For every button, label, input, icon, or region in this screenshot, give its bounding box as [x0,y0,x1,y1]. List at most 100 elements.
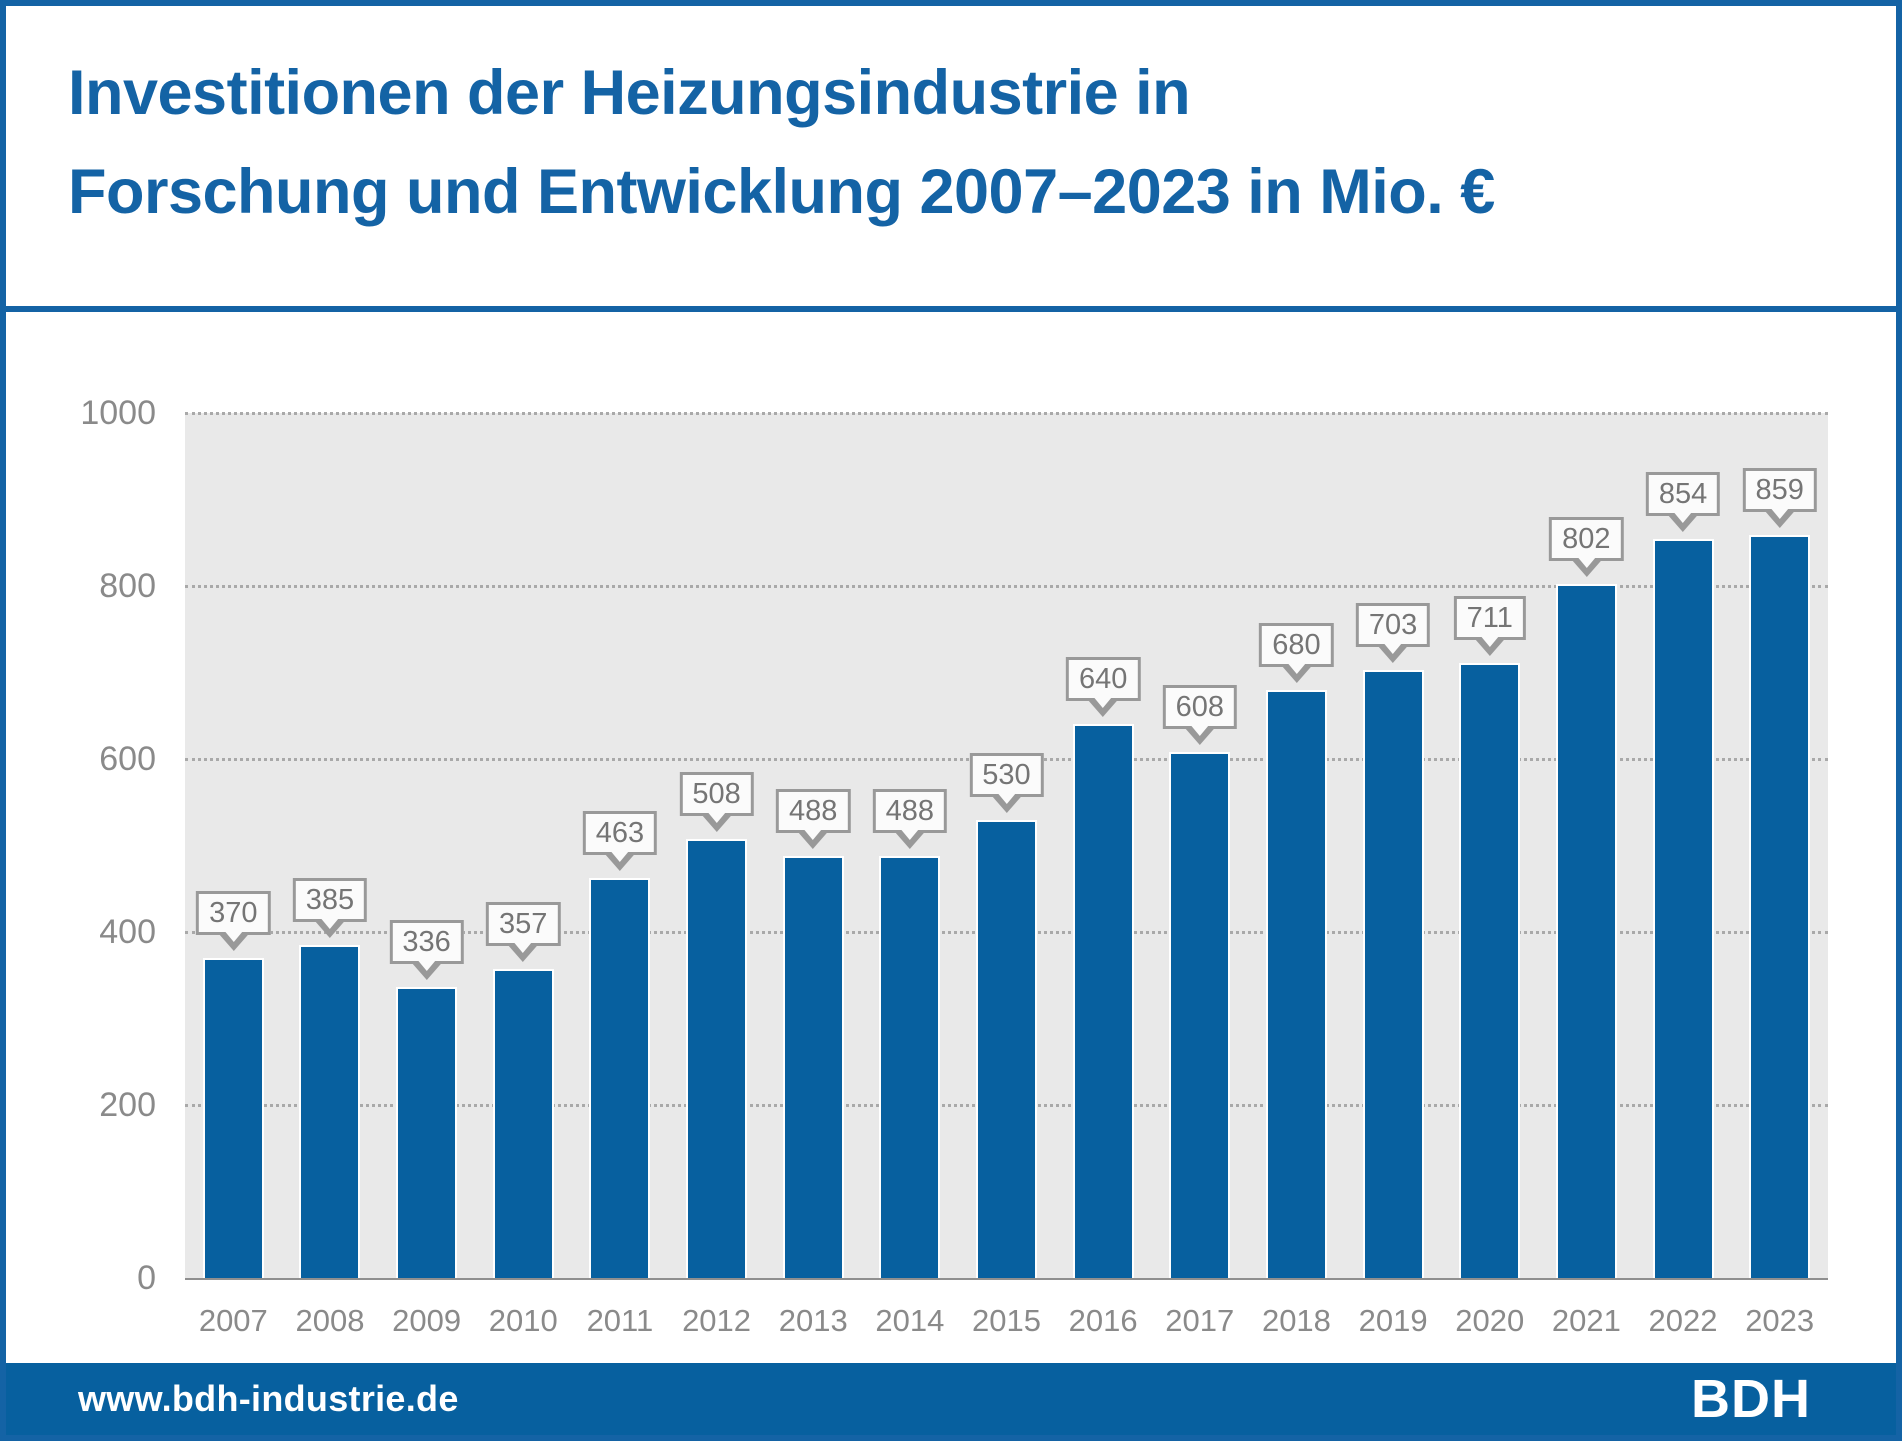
bar-2010 [492,969,554,1278]
x-axis-label-2014: 2014 [875,1303,945,1338]
y-axis-label-800: 800 [99,567,156,605]
callout-pointer-fill [1673,511,1694,524]
callout-pointer-fill [1769,506,1790,519]
callout-pointer-fill [899,827,920,840]
value-callout-2007: 370 [196,890,271,951]
value-callout-box: 530 [969,752,1044,797]
bar-2018 [1265,689,1327,1278]
bar-2021 [1555,584,1617,1278]
callout-pointer-fill [609,849,630,862]
bar-2016 [1072,724,1134,1278]
callout-pointer-fill [1093,696,1114,709]
value-callout-2019: 703 [1355,602,1431,663]
value-callout-box: 488 [872,788,948,833]
value-callout-2013: 488 [776,788,851,849]
value-callout-box: 357 [486,902,561,947]
value-callout-box: 385 [292,877,368,922]
footer-bar: www.bdh-industrie.de BDH [6,1363,1896,1435]
y-gridline-800 [185,585,1828,588]
chart-title-line-2: Forschung und Entwicklung 2007–2023 in M… [68,157,1495,227]
callout-pointer-fill [1576,556,1597,569]
bar-2007 [202,957,264,1278]
callout-pointer-fill [996,791,1017,804]
x-axis-line [185,1278,1828,1280]
y-gridline-1000 [185,412,1828,415]
value-callout-2014: 488 [872,788,948,849]
callout-pointer-fill [223,929,244,942]
value-callout-box: 488 [776,788,851,833]
value-callout-2022: 854 [1645,472,1721,533]
y-axis-label-0: 0 [137,1259,156,1297]
bar-2011 [589,877,651,1278]
value-callout-box: 608 [1162,685,1237,730]
value-callout-box: 463 [582,810,658,855]
value-callout-box: 370 [196,890,271,935]
title-section: Investitionen der Heizungsindustrie in F… [6,6,1896,306]
footer-website-text: www.bdh-industrie.de [78,1378,459,1419]
value-callout-2011: 463 [582,810,658,871]
value-callout-2012: 508 [679,771,754,832]
x-axis-label-2015: 2015 [972,1303,1041,1338]
y-axis-label-1000: 1000 [80,394,156,432]
x-axis-label-2017: 2017 [1165,1303,1235,1338]
y-axis-label-200: 200 [99,1086,156,1124]
callout-pointer-fill [803,827,824,840]
x-axis-label-2023: 2023 [1745,1303,1815,1338]
bar-2019 [1362,669,1424,1278]
value-callout-2018: 680 [1259,622,1334,683]
title-separator-rule [6,306,1896,312]
bar-2015 [976,819,1037,1278]
x-axis-label-2020: 2020 [1455,1303,1525,1338]
bar-2022 [1652,539,1714,1278]
chart-section: 370 385 336 357 463 508 488 488 530 640 608 680 703 7… [6,312,1896,1363]
value-callout-2023: 859 [1742,467,1817,528]
value-callout-box: 508 [679,771,754,816]
value-callout-box: 859 [1742,467,1817,512]
bar-2014 [879,855,941,1278]
callout-pointer-fill [706,810,727,823]
callout-pointer-fill [513,941,534,954]
x-axis-label-2013: 2013 [778,1303,848,1338]
value-callout-box: 854 [1645,472,1721,517]
x-axis-label-2012: 2012 [682,1303,752,1338]
callout-pointer-fill [1286,661,1307,674]
value-callout-box: 680 [1259,622,1334,667]
bar-2009 [396,987,458,1278]
x-axis-label-2009: 2009 [392,1303,462,1338]
callout-pointer-fill [1383,641,1404,654]
callout-pointer-fill [319,916,340,929]
bar-2008 [299,944,361,1278]
value-callout-box: 802 [1549,517,1624,562]
y-axis-label-400: 400 [99,913,156,951]
value-callout-2009: 336 [389,920,464,981]
bar-2012 [686,838,748,1278]
x-axis-label-2022: 2022 [1648,1303,1718,1338]
value-callout-2020: 711 [1453,596,1526,656]
callout-pointer-fill [1189,724,1210,737]
value-callout-2008: 385 [292,877,368,938]
bar-2020 [1459,663,1521,1278]
value-callout-box: 703 [1355,602,1431,647]
bar-2013 [782,855,844,1278]
x-axis-label-2016: 2016 [1068,1303,1138,1338]
callout-pointer-fill [1479,635,1500,647]
x-axis-label-2008: 2008 [295,1303,365,1338]
value-callout-box: 640 [1065,657,1141,702]
bdh-logo: BDH [1691,1369,1811,1429]
x-axis-label-2019: 2019 [1358,1303,1428,1338]
y-axis-label-600: 600 [99,740,156,778]
x-axis-label-2021: 2021 [1551,1303,1621,1338]
callout-pointer-fill [416,959,437,972]
bar-2023 [1749,534,1811,1278]
value-callout-2021: 802 [1549,517,1624,578]
value-callout-2016: 640 [1065,657,1141,718]
x-axis-label-2007: 2007 [198,1303,268,1338]
plot-area: 370 385 336 357 463 508 488 488 530 640 608 680 703 7… [185,412,1828,1280]
value-callout-2015: 530 [969,752,1044,813]
bar-2017 [1169,752,1231,1278]
value-callout-2017: 608 [1162,685,1237,746]
value-callout-box: 336 [389,920,464,965]
x-axis-label-2010: 2010 [488,1303,558,1338]
x-axis-label-2018: 2018 [1261,1303,1331,1338]
